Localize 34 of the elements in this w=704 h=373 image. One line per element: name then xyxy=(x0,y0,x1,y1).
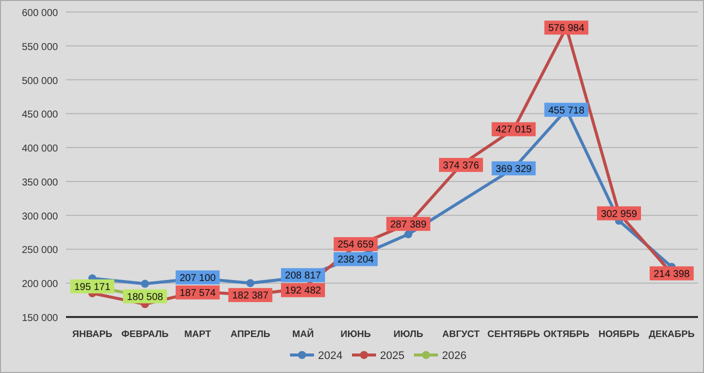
point xyxy=(141,280,149,288)
y-tick-label: 450 000 xyxy=(22,110,58,121)
x-tick-label: СЕНТЯБРЬ xyxy=(487,329,540,340)
data-label: 238 204 xyxy=(338,254,374,266)
x-tick-label: МАЙ xyxy=(292,328,314,340)
y-tick-label: 150 000 xyxy=(22,313,58,324)
data-label: 187 574 xyxy=(180,288,216,299)
legend-label: 2025 xyxy=(380,350,404,362)
x-tick-label: ИЮЛЬ xyxy=(393,329,424,340)
x-tick-label: ФЕВРАЛЬ xyxy=(121,329,169,340)
data-label: 207 100 xyxy=(180,272,216,284)
x-tick-label: АВГУСТ xyxy=(442,329,480,340)
x-tick-label: МАРТ xyxy=(184,329,212,340)
x-tick-label: ИЮНЬ xyxy=(340,329,371,340)
point xyxy=(246,279,254,288)
y-tick-label: 200 000 xyxy=(22,279,58,290)
x-tick-label: ЯНВАРЬ xyxy=(72,329,113,340)
data-label: 208 817 xyxy=(284,270,322,282)
x-tick-label: ДЕКАБРЬ xyxy=(648,329,695,340)
y-tick-label: 550 000 xyxy=(22,42,58,53)
y-tick-label: 500 000 xyxy=(22,76,58,87)
data-label: 254 659 xyxy=(338,240,374,251)
point xyxy=(404,230,412,238)
x-tick-label: АПРЕЛЬ xyxy=(230,329,270,340)
y-tick-label: 600 000 xyxy=(22,8,58,19)
legend-label: 2026 xyxy=(442,350,466,362)
y-tick-label: 400 000 xyxy=(22,144,58,155)
y-tick-label: 350 000 xyxy=(22,177,58,188)
x-tick-label: НОЯБРЬ xyxy=(598,329,640,340)
y-tick-label: 300 000 xyxy=(22,211,58,222)
data-label: 192 482 xyxy=(284,286,322,297)
x-tick-label: ОКТЯБРЬ xyxy=(543,329,590,340)
y-tick-label: 250 000 xyxy=(22,245,58,256)
legend-label: 2024 xyxy=(318,350,342,362)
